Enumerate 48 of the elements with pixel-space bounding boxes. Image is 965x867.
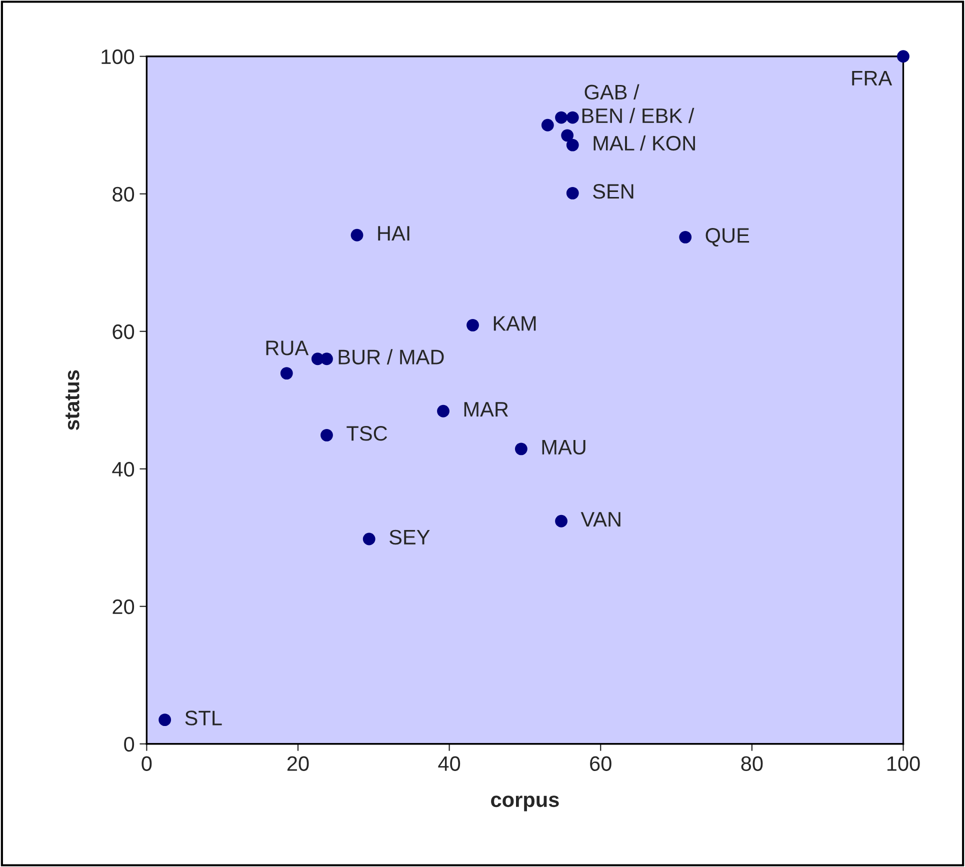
annotation: QUE [706, 228, 750, 246]
point [566, 138, 579, 152]
y-tick-label: 0 [124, 736, 134, 752]
x-tick-label: 20 [287, 756, 309, 771]
annotation: MAR [464, 402, 508, 417]
point [280, 367, 293, 380]
point [561, 129, 574, 142]
y-tick-label: 20 [112, 599, 134, 614]
point [158, 714, 172, 726]
annotation: MAL / KON [594, 135, 695, 151]
x-tick-label: 80 [741, 756, 763, 771]
point [320, 352, 333, 366]
point [897, 50, 910, 63]
annotation: GAB / [584, 84, 640, 100]
annotation: FRA [852, 71, 892, 86]
point [320, 428, 333, 442]
point [555, 111, 568, 124]
y-tick-label: 40 [112, 462, 134, 477]
annotation: MAU [542, 440, 586, 455]
point [362, 532, 376, 546]
point [437, 404, 450, 418]
annotation: BUR / MAD [338, 349, 444, 364]
annotation: KAM [494, 316, 536, 331]
point [466, 318, 479, 332]
point [679, 230, 692, 244]
point [555, 514, 568, 528]
annotation: RUA [266, 340, 309, 356]
x-tick-label: 100 [887, 756, 920, 771]
x-tick-label: 40 [438, 756, 460, 771]
annotation: STL [185, 710, 222, 726]
y-tick-label: 60 [112, 324, 134, 340]
point [566, 186, 579, 200]
point [541, 118, 554, 132]
x-tick-label: 60 [590, 756, 612, 771]
point [566, 111, 579, 124]
annotation: VAN [580, 512, 620, 527]
x-axis-title: corpus [491, 796, 559, 812]
annotation: BEN / EBK / [582, 108, 694, 124]
y-axis-title: status [66, 370, 80, 430]
y-tick-label: 100 [102, 49, 134, 64]
annotation: SEY [390, 530, 430, 545]
y-tick-label: 80 [112, 186, 134, 202]
point [350, 228, 364, 242]
annotation: TSC [346, 426, 388, 441]
point [514, 442, 528, 456]
annotation: HAI [378, 226, 410, 240]
annotation: SEN [593, 184, 634, 199]
x-tick-label: 0 [142, 756, 152, 771]
